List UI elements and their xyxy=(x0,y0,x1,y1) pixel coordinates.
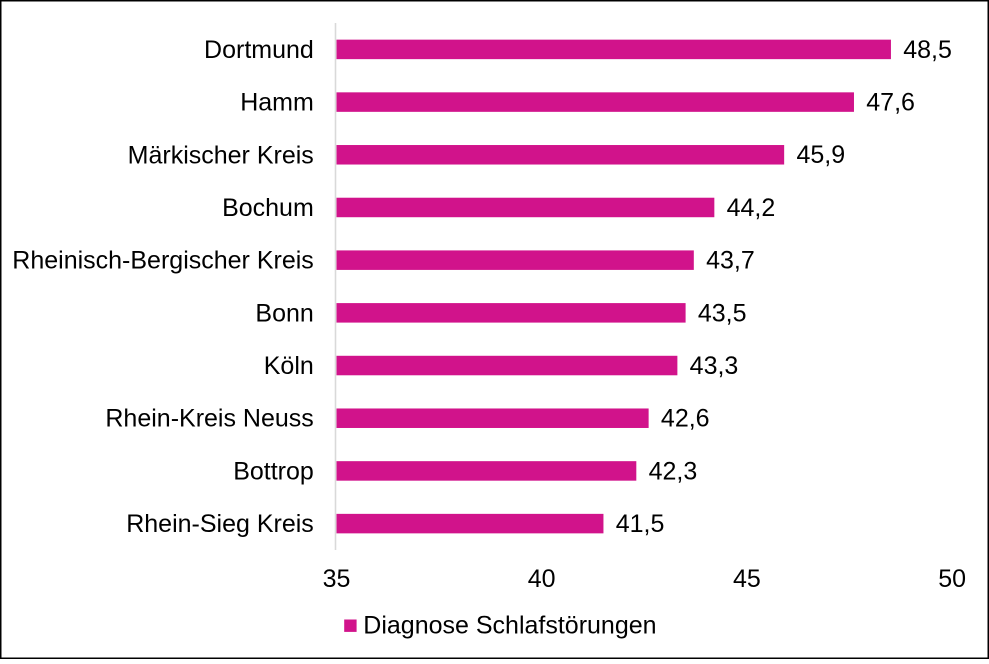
svg-text:Rhein-Sieg Kreis: Rhein-Sieg Kreis xyxy=(126,510,314,538)
svg-text:50: 50 xyxy=(938,565,966,593)
svg-text:43,5: 43,5 xyxy=(698,299,747,327)
svg-text:45: 45 xyxy=(733,565,761,593)
svg-text:45,9: 45,9 xyxy=(796,141,845,169)
svg-text:Märkischer Kreis: Märkischer Kreis xyxy=(128,141,314,169)
svg-text:47,6: 47,6 xyxy=(866,88,915,116)
svg-text:Diagnose Schlafstörungen: Diagnose Schlafstörungen xyxy=(363,612,656,640)
svg-text:Bonn: Bonn xyxy=(255,299,313,327)
svg-text:41,5: 41,5 xyxy=(616,510,665,538)
svg-text:43,3: 43,3 xyxy=(690,352,739,380)
svg-text:35: 35 xyxy=(323,565,351,593)
svg-text:44,2: 44,2 xyxy=(727,194,776,222)
svg-text:Bochum: Bochum xyxy=(222,194,314,222)
svg-text:Köln: Köln xyxy=(264,352,314,380)
svg-text:Hamm: Hamm xyxy=(240,89,314,117)
svg-text:Dortmund: Dortmund xyxy=(204,36,314,64)
svg-text:48,5: 48,5 xyxy=(903,36,952,64)
svg-text:42,6: 42,6 xyxy=(661,405,710,433)
svg-text:40: 40 xyxy=(528,565,556,593)
svg-text:Rhein-Kreis Neuss: Rhein-Kreis Neuss xyxy=(105,405,313,433)
svg-text:Rheinisch-Bergischer Kreis: Rheinisch-Bergischer Kreis xyxy=(12,247,314,275)
svg-text:43,7: 43,7 xyxy=(706,247,755,275)
svg-text:Bottrop: Bottrop xyxy=(233,457,314,485)
svg-text:42,3: 42,3 xyxy=(649,457,698,485)
